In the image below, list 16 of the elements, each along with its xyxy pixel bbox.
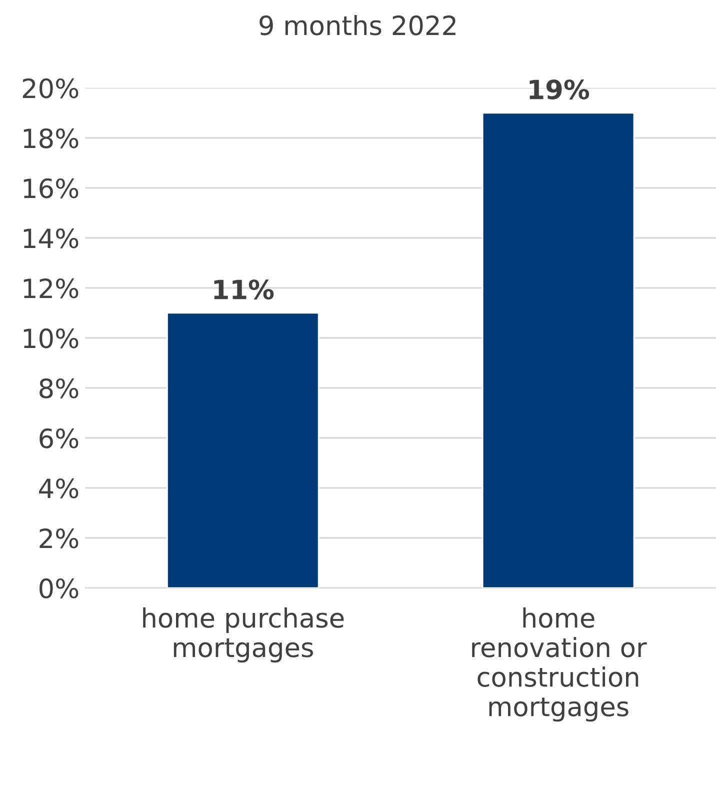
y-tick-label: 8% bbox=[40, 378, 78, 398]
y-tick-label: 0% bbox=[40, 578, 78, 598]
y-tick-label: 12% bbox=[24, 278, 78, 298]
y-tick-label: 16% bbox=[24, 178, 78, 198]
data-label: 11% bbox=[214, 280, 274, 300]
data-label: 19% bbox=[530, 80, 590, 100]
chart-title: 9 months 2022 bbox=[260, 14, 456, 36]
x-tick-label: home purchase mortgages bbox=[143, 607, 344, 663]
y-tick-label: 10% bbox=[24, 328, 78, 348]
y-tick-label: 18% bbox=[24, 128, 78, 148]
y-tick-label: 6% bbox=[40, 428, 78, 448]
y-tick-label: 2% bbox=[40, 528, 78, 548]
y-tick-label: 20% bbox=[22, 78, 78, 98]
x-tick-label: home renovation or construction mortgages bbox=[472, 607, 647, 722]
y-tick-label: 14% bbox=[24, 228, 78, 248]
y-tick-label: 4% bbox=[39, 478, 78, 498]
